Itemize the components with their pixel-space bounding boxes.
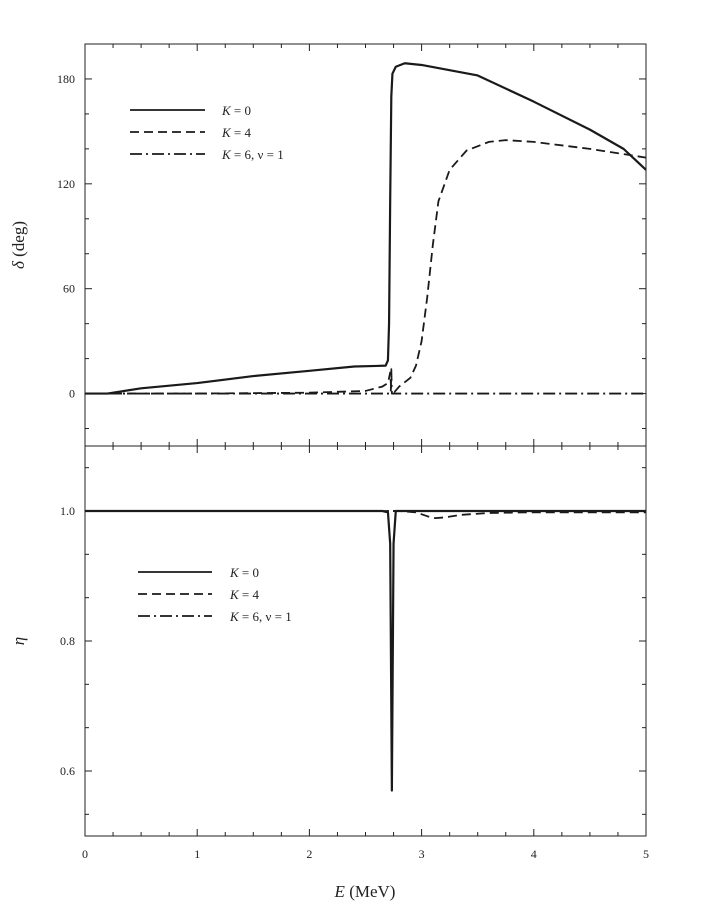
x-tick-label: 2 [306,847,312,861]
y-axis-label-symbol: δ [9,260,28,269]
y-tick-label: 0.8 [60,634,75,648]
y-tick-label: 60 [63,282,75,296]
y-axis-label: η [9,637,28,645]
bottom-panel: 0.60.81.0ηK = 0K = 4K = 6, ν = 1 [9,445,647,837]
y-tick-label: 0 [69,387,75,401]
series-line [85,368,646,395]
y-tick-label: 0.6 [60,764,75,778]
legend-label-value: = 0 [239,565,259,580]
legend-label: K = 6, ν = 1 [229,609,292,624]
legend-label-value: = 4 [231,125,252,140]
series-line [85,62,646,395]
legend-label-value: = 6, ν = 1 [239,609,292,624]
legend-label: K = 4 [229,587,260,602]
legend-label-value: = 4 [239,587,260,602]
x-tick-label: 0 [82,847,88,861]
plot-frame [84,445,647,837]
legend-label-symbol: K [221,125,232,140]
legend-label-symbol: K [221,147,232,162]
y-axis-label: δ (deg) [9,221,28,269]
legend-label-symbol: K [229,565,240,580]
x-tick-label: 1 [194,847,200,861]
legend-label-symbol: K [229,609,240,624]
y-tick-label: 120 [57,177,75,191]
x-axis-tick-labels: 0 1 2 3 4 5 [82,847,649,861]
legend-label: K = 4 [221,125,252,140]
x-tick-label: 4 [531,847,537,861]
legend-label-symbol: K [229,587,240,602]
x-tick-label: 5 [643,847,649,861]
legend-label: K = 6, ν = 1 [221,147,284,162]
y-axis-label-unit: (deg) [9,221,28,261]
x-axis-label: E (MeV) [334,882,396,901]
x-axis-label-symbol: E [334,882,346,901]
y-tick-label: 1.0 [60,504,75,518]
legend-label: K = 0 [229,565,259,580]
x-tick-label: 3 [419,847,425,861]
y-axis-label-symbol: η [9,637,28,645]
legend-label-value: = 6, ν = 1 [231,147,284,162]
series-line [85,139,646,395]
x-axis-label-unit: (MeV) [345,882,396,901]
legend-label-symbol: K [221,103,232,118]
y-tick-label: 180 [57,72,75,86]
legend-label: K = 0 [221,103,251,118]
legend-label-value: = 0 [231,103,251,118]
series-line [85,509,646,792]
